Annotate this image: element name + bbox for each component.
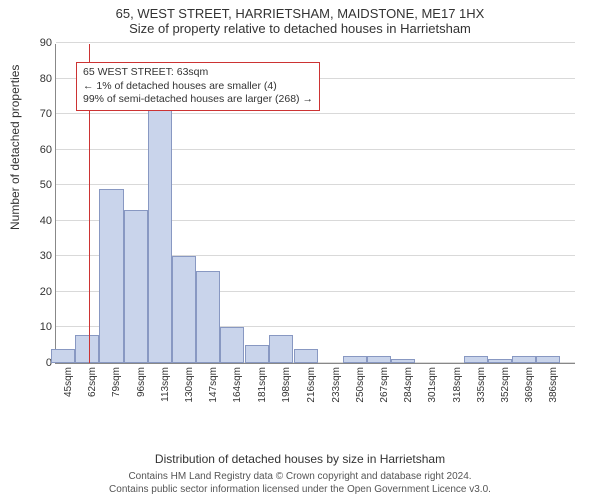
annotation-box: 65 WEST STREET: 63sqm ← 1% of detached h… xyxy=(76,62,320,111)
histogram-bar xyxy=(391,359,415,363)
histogram-bar xyxy=(148,103,172,363)
footer-line-1: Contains HM Land Registry data © Crown c… xyxy=(0,471,600,484)
histogram-bar xyxy=(245,345,269,363)
chart-area: 010203040506070809045sqm62sqm79sqm96sqm1… xyxy=(55,44,575,414)
y-tick-label: 80 xyxy=(40,73,52,85)
histogram-bar xyxy=(172,256,196,363)
histogram-bar xyxy=(51,349,75,363)
histogram-bar xyxy=(343,356,367,363)
x-tick-label: 301sqm xyxy=(427,367,438,403)
x-tick-label: 79sqm xyxy=(111,367,122,397)
histogram-bar xyxy=(75,335,99,363)
histogram-bar xyxy=(99,189,123,363)
y-tick-label: 40 xyxy=(40,215,52,227)
histogram-bar xyxy=(367,356,391,363)
x-tick-label: 267sqm xyxy=(379,367,390,403)
x-tick-label: 352sqm xyxy=(500,367,511,403)
x-axis-label: Distribution of detached houses by size … xyxy=(0,452,600,466)
y-tick-label: 70 xyxy=(40,108,52,120)
footer-line-2: Contains public sector information licen… xyxy=(0,484,600,497)
x-tick-label: 147sqm xyxy=(208,367,219,403)
x-tick-label: 198sqm xyxy=(281,367,292,403)
histogram-bar xyxy=(220,327,244,363)
x-tick-label: 130sqm xyxy=(184,367,195,403)
y-tick-label: 50 xyxy=(40,179,52,191)
histogram-bar xyxy=(124,210,148,363)
x-tick-label: 45sqm xyxy=(63,367,74,397)
annotation-line-3: 99% of semi-detached houses are larger (… xyxy=(83,93,313,107)
x-tick-label: 62sqm xyxy=(87,367,98,397)
x-tick-label: 386sqm xyxy=(548,367,559,403)
y-tick-label: 20 xyxy=(40,286,52,298)
x-tick-label: 216sqm xyxy=(306,367,317,403)
x-tick-label: 318sqm xyxy=(452,367,463,403)
gridline xyxy=(56,149,575,150)
gridline xyxy=(56,113,575,114)
histogram-bar xyxy=(488,359,512,363)
title-line-1: 65, WEST STREET, HARRIETSHAM, MAIDSTONE,… xyxy=(0,0,600,21)
gridline xyxy=(56,42,575,43)
chart-container: 65, WEST STREET, HARRIETSHAM, MAIDSTONE,… xyxy=(0,0,600,500)
footer: Contains HM Land Registry data © Crown c… xyxy=(0,471,600,496)
histogram-bar xyxy=(196,271,220,363)
x-tick-label: 181sqm xyxy=(257,367,268,403)
x-tick-label: 284sqm xyxy=(403,367,414,403)
annotation-line-2: ← 1% of detached houses are smaller (4) xyxy=(83,80,313,94)
x-tick-label: 164sqm xyxy=(232,367,243,403)
x-tick-label: 233sqm xyxy=(331,367,342,403)
x-tick-label: 335sqm xyxy=(476,367,487,403)
histogram-bar xyxy=(464,356,488,363)
histogram-bar xyxy=(294,349,318,363)
annotation-line-1: 65 WEST STREET: 63sqm xyxy=(83,66,313,80)
x-tick-label: 369sqm xyxy=(524,367,535,403)
x-tick-label: 96sqm xyxy=(136,367,147,397)
plot-region: 010203040506070809045sqm62sqm79sqm96sqm1… xyxy=(55,44,575,364)
y-tick-label: 30 xyxy=(40,250,52,262)
gridline xyxy=(56,184,575,185)
x-tick-label: 250sqm xyxy=(355,367,366,403)
x-tick-label: 113sqm xyxy=(160,367,171,402)
y-tick-label: 10 xyxy=(40,321,52,333)
histogram-bar xyxy=(269,335,293,363)
histogram-bar xyxy=(512,356,536,363)
y-tick-label: 90 xyxy=(40,37,52,49)
histogram-bar xyxy=(536,356,560,363)
y-tick-label: 60 xyxy=(40,144,52,156)
title-line-2: Size of property relative to detached ho… xyxy=(0,21,600,36)
y-axis-label: Number of detached properties xyxy=(8,65,22,230)
